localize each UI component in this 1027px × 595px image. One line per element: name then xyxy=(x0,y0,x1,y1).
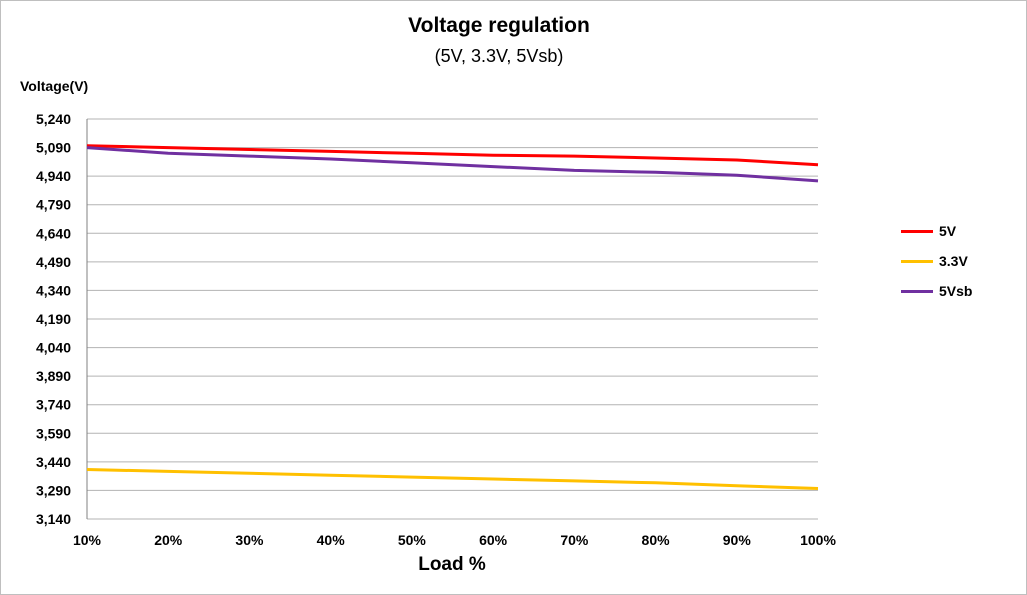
series-line-5v xyxy=(86,144,819,167)
grid-lines xyxy=(86,118,818,520)
legend-swatch-5vsb xyxy=(901,289,933,293)
x-tick-label: 70% xyxy=(560,532,589,548)
y-tick-label: 4,040 xyxy=(36,340,71,356)
y-tick-label: 4,640 xyxy=(36,225,71,241)
legend-label-5vsb: 5Vsb xyxy=(939,283,973,299)
y-tick-label: 5,240 xyxy=(36,111,71,127)
y-tick-label: 4,490 xyxy=(36,254,71,270)
y-axis-label: Voltage(V) xyxy=(20,78,89,94)
series-lines xyxy=(86,144,819,490)
y-tick-label: 3,890 xyxy=(36,368,71,384)
y-tick-label: 3,440 xyxy=(36,454,71,470)
chart-subtitle: (5V, 3.3V, 5Vsb) xyxy=(434,46,564,66)
legend-label-3v3: 3.3V xyxy=(939,253,968,269)
y-tick-label: 3,290 xyxy=(36,482,71,498)
x-tick-label: 100% xyxy=(800,532,836,548)
legend: 5V 3.3V 5Vsb xyxy=(901,216,972,306)
chart-title: Voltage regulation xyxy=(408,14,590,37)
x-tick-label: 50% xyxy=(398,532,427,548)
series-line-33v xyxy=(86,468,819,490)
x-axis-label: Load % xyxy=(418,554,486,575)
x-tick-labels: 10% 20% 30% 40% 50% 60% 70% 80% 90% 100% xyxy=(73,532,836,548)
y-tick-label: 3,740 xyxy=(36,397,71,413)
series-line-5vsb xyxy=(86,146,819,183)
y-tick-label: 3,590 xyxy=(36,425,71,441)
y-tick-label: 3,140 xyxy=(36,511,71,527)
y-tick-label: 4,190 xyxy=(36,311,71,327)
legend-item-5v: 5V xyxy=(901,216,972,246)
x-tick-label: 30% xyxy=(235,532,264,548)
y-tick-label: 4,790 xyxy=(36,197,71,213)
y-tick-labels: 3,140 3,290 3,440 3,590 3,740 3,890 4,040 4,190… xyxy=(36,111,71,527)
legend-item-5vsb: 5Vsb xyxy=(901,276,972,306)
x-tick-label: 10% xyxy=(73,532,102,548)
x-tick-label: 40% xyxy=(317,532,346,548)
legend-swatch-5v xyxy=(901,229,933,233)
y-tick-label: 4,340 xyxy=(36,282,71,298)
legend-item-3v3: 3.3V xyxy=(901,246,972,276)
x-tick-label: 20% xyxy=(154,532,183,548)
y-tick-label: 5,090 xyxy=(36,140,71,156)
x-tick-label: 60% xyxy=(479,532,508,548)
legend-label-5v: 5V xyxy=(939,223,957,239)
x-tick-label: 90% xyxy=(723,532,752,548)
watermark: PCMAG.VN xyxy=(887,558,1014,583)
x-tick-label: 80% xyxy=(642,532,671,548)
legend-swatch-3v3 xyxy=(901,259,933,263)
y-tick-label: 4,940 xyxy=(36,168,71,184)
